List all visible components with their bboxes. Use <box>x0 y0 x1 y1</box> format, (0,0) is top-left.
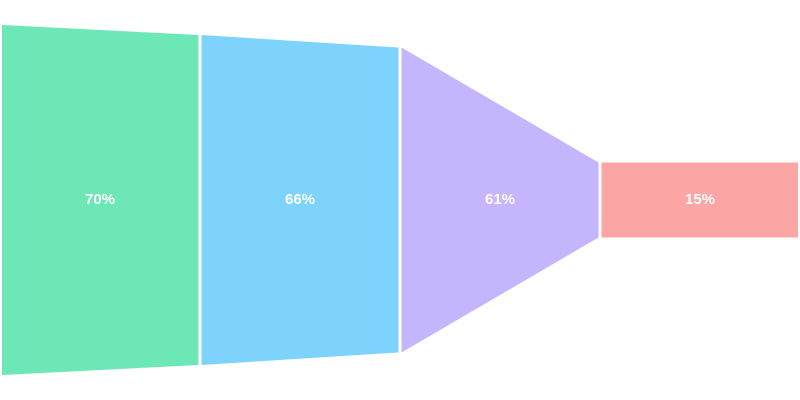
funnel-stage-3-label: 61% <box>485 191 515 208</box>
funnel-stage-4-label: 15% <box>685 191 715 208</box>
funnel-stage-2-label: 66% <box>285 191 315 208</box>
funnel-stage-1 <box>2 25 199 375</box>
funnel-stage-4 <box>601 162 798 238</box>
funnel-stage-2 <box>201 35 399 365</box>
funnel-stage-1-label: 70% <box>85 191 115 208</box>
funnel-stage-3 <box>401 47 599 353</box>
